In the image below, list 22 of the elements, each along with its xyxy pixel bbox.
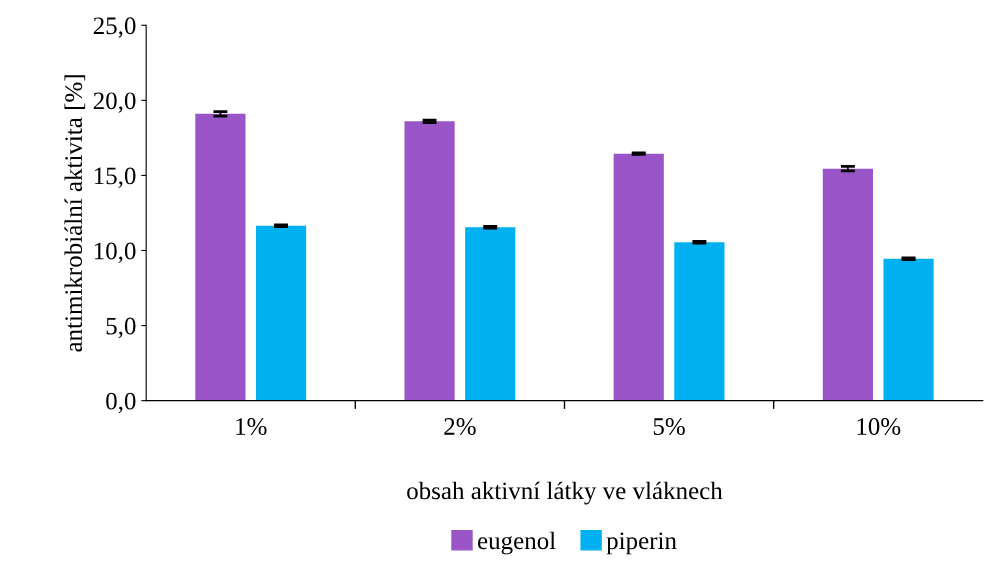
legend-label: piperin [606,532,677,555]
x-tick-label: 10% [857,418,901,435]
bar [465,227,516,401]
bar [883,258,934,401]
bar [404,121,455,401]
bar [195,113,246,401]
bar [822,168,873,401]
y-tick-label: 15,0 [94,167,136,188]
x-tick-label: 5% [653,418,685,435]
y-tick-label: 10,0 [94,242,136,264]
x-axis-title: obsah aktivní látky ve vláknech [407,481,723,505]
y-tick-label: 20,0 [93,92,136,113]
y-tick-label: 5,0 [106,317,136,339]
x-tick-label: 2% [444,418,476,435]
legend-label: eugenol [477,531,556,555]
y-tick-label: 25,0 [93,17,136,38]
bar [613,153,664,401]
x-tick-label: 1% [236,418,267,435]
bar [255,225,307,401]
bar [674,242,725,401]
y-axis-title: antimikrobiální aktivita [%] [64,75,86,352]
y-tick-label: 0,0 [106,392,136,414]
